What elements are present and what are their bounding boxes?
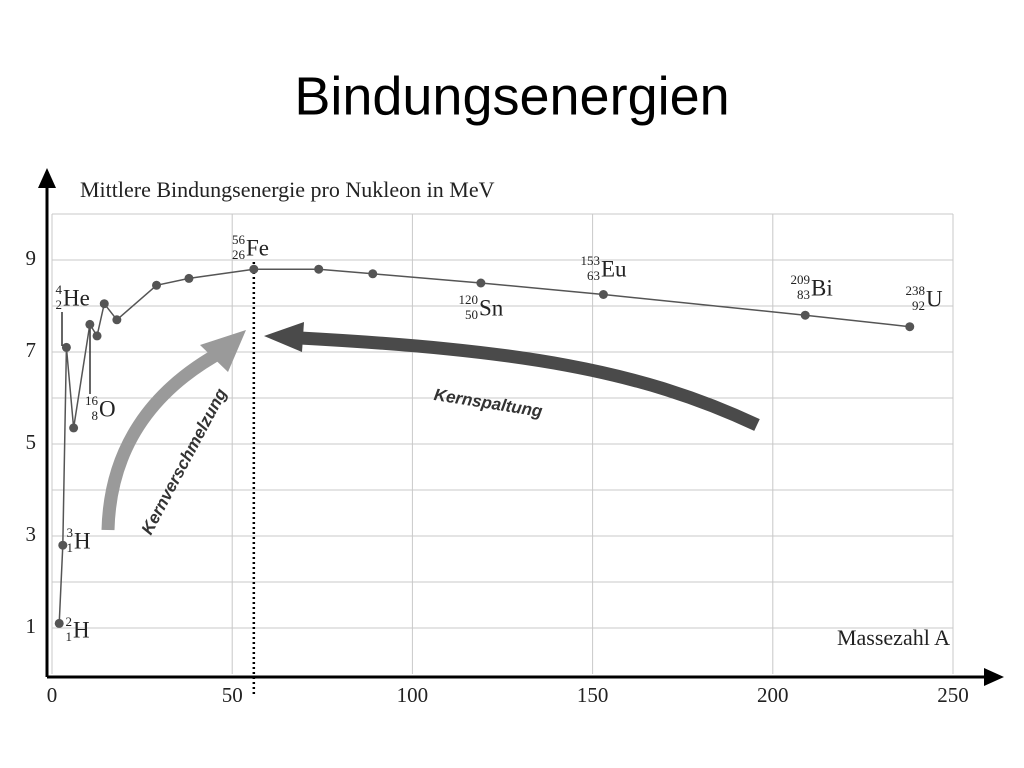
charge-number: 26	[232, 247, 246, 262]
y-tick-label: 7	[26, 338, 37, 362]
y-axis-label: Mittlere Bindungsenergie pro Nukleon in …	[80, 177, 495, 202]
charge-number: 1	[66, 629, 73, 644]
mass-number: 16	[85, 393, 99, 408]
y-tick-label: 9	[26, 246, 37, 270]
charge-number: 8	[92, 408, 99, 423]
element-symbol: U	[926, 286, 943, 311]
element-symbol: He	[63, 285, 90, 310]
fission-arrow	[299, 331, 760, 431]
x-tick-label: 200	[757, 683, 789, 707]
data-point	[58, 540, 68, 550]
data-point	[314, 264, 324, 274]
mass-number: 56	[232, 232, 246, 247]
data-point	[112, 315, 122, 325]
data-point	[368, 269, 378, 279]
data-point	[184, 273, 194, 283]
charge-number: 1	[67, 540, 74, 555]
data-point	[905, 322, 915, 332]
x-axis-label: Massezahl A	[837, 625, 950, 650]
element-symbol: Bi	[811, 275, 833, 300]
data-point	[92, 331, 102, 341]
fusion-arrowhead	[200, 330, 246, 372]
x-tick-label: 150	[577, 683, 609, 707]
y-axis-arrow	[38, 168, 56, 188]
mass-number: 4	[56, 282, 63, 297]
fission-arrowhead	[264, 322, 304, 352]
fusion-arrow	[101, 344, 229, 531]
mass-number: 120	[459, 292, 479, 307]
charge-number: 83	[797, 287, 810, 302]
data-point	[99, 299, 109, 309]
element-symbol: H	[74, 528, 91, 553]
charge-number: 2	[56, 297, 63, 312]
y-tick-label: 5	[26, 430, 37, 454]
data-point	[85, 319, 95, 329]
mass-number: 238	[906, 283, 926, 298]
element-symbol: O	[99, 396, 116, 421]
y-tick-label: 3	[26, 522, 37, 546]
data-point	[598, 290, 608, 299]
charge-number: 63	[587, 268, 600, 283]
element-symbol: Fe	[246, 235, 269, 260]
element-symbol: Eu	[601, 256, 627, 281]
data-point	[69, 423, 79, 433]
fission-label: Kernspaltung	[433, 385, 545, 421]
mass-number: 153	[581, 253, 601, 268]
data-point	[152, 280, 162, 290]
x-tick-label: 0	[47, 683, 58, 707]
charge-number: 50	[465, 307, 478, 322]
charge-number: 92	[912, 298, 925, 313]
mass-number: 3	[67, 525, 74, 540]
x-axis-arrow	[984, 668, 1004, 686]
element-symbol: Sn	[479, 295, 504, 320]
mass-number: 209	[791, 272, 811, 287]
element-symbol: H	[73, 617, 90, 642]
data-point	[800, 310, 810, 320]
data-point	[249, 264, 259, 274]
x-tick-label: 50	[222, 683, 243, 707]
x-tick-label: 250	[937, 683, 969, 707]
grid	[51, 213, 954, 674]
slide-title: Bindungsenergien	[294, 66, 729, 126]
data-point	[476, 278, 486, 288]
y-tick-label: 1	[26, 614, 37, 638]
x-tick-label: 100	[397, 683, 429, 707]
data-point	[61, 342, 71, 352]
data-point	[54, 618, 64, 628]
mass-number: 2	[66, 614, 73, 629]
